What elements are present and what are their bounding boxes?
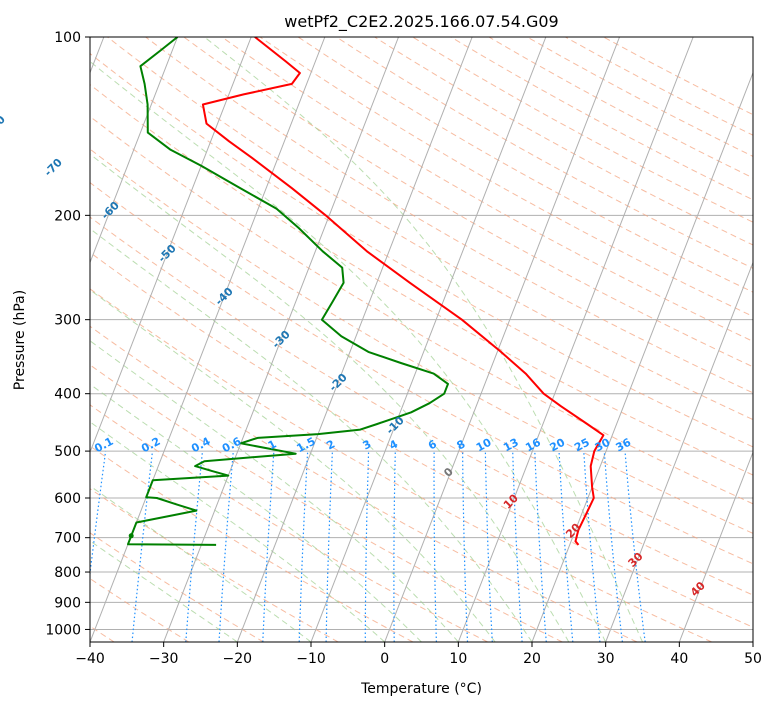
chart-title: wetPf2_C2E2.2025.166.07.54.G09 bbox=[284, 12, 558, 32]
y-tick-label: 300 bbox=[54, 313, 81, 329]
y-tick-label: 400 bbox=[54, 387, 81, 403]
x-tick-label: −10 bbox=[296, 651, 326, 667]
y-tick-label: 800 bbox=[54, 565, 81, 581]
y-tick-label: 600 bbox=[54, 491, 81, 507]
y-tick-label: 700 bbox=[54, 531, 81, 547]
x-tick-label: −20 bbox=[223, 651, 253, 667]
x-tick-label: 10 bbox=[449, 651, 467, 667]
y-tick-label: 500 bbox=[54, 444, 81, 460]
y-tick-label: 200 bbox=[54, 208, 81, 224]
x-tick-label: −40 bbox=[75, 651, 105, 667]
y-tick-label: 100 bbox=[54, 30, 81, 46]
y-tick-label: 1000 bbox=[45, 622, 81, 638]
x-tick-label: 30 bbox=[597, 651, 615, 667]
y-axis-label: Pressure (hPa) bbox=[12, 290, 28, 390]
x-axis-label: Temperature (°C) bbox=[360, 681, 482, 697]
x-tick-label: 0 bbox=[380, 651, 389, 667]
x-tick-label: −30 bbox=[149, 651, 179, 667]
x-tick-label: 20 bbox=[523, 651, 541, 667]
x-tick-label: 40 bbox=[670, 651, 688, 667]
x-tick-label: 50 bbox=[744, 651, 762, 667]
y-tick-label: 900 bbox=[54, 595, 81, 611]
dewpoint-point bbox=[129, 533, 134, 538]
